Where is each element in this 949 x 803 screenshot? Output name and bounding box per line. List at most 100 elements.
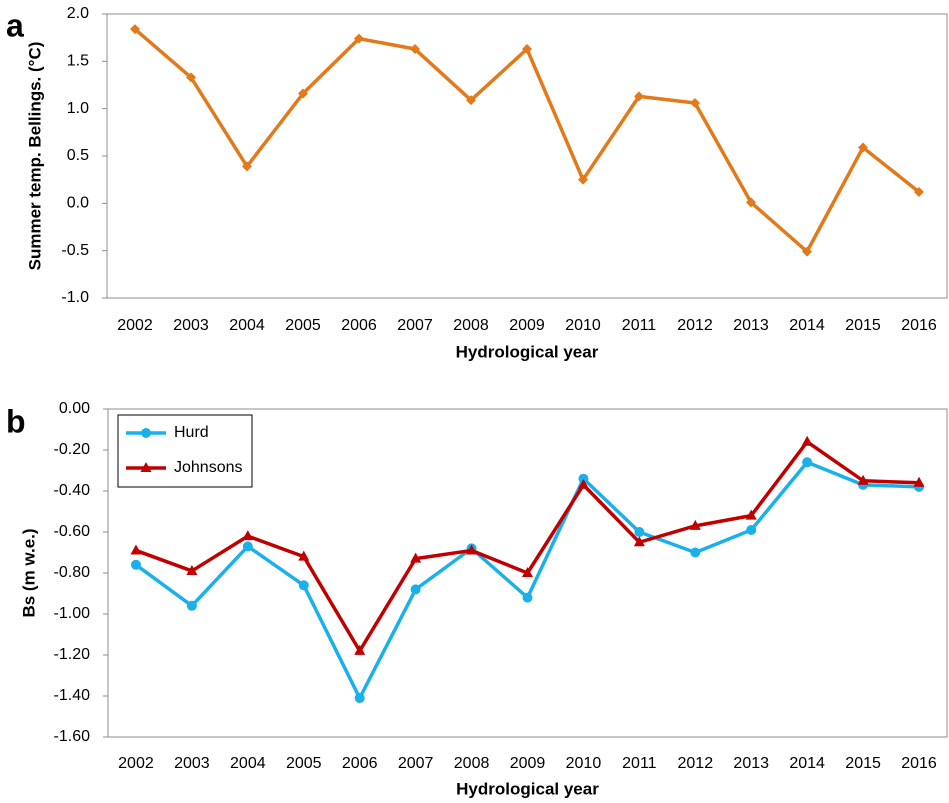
marker: [242, 530, 254, 541]
y-tick-label: 1.5: [67, 53, 89, 70]
x-tick-label: 2013: [733, 755, 769, 772]
y-tick-label: -0.20: [54, 441, 91, 458]
marker: [186, 600, 197, 611]
x-tick-label: 2013: [733, 317, 769, 334]
marker: [690, 97, 700, 108]
marker: [745, 509, 757, 520]
y-tick-label: -1.00: [54, 605, 91, 622]
marker: [354, 693, 365, 704]
x-tick-label: 2015: [845, 755, 881, 772]
marker: [522, 592, 533, 603]
marker: [634, 91, 644, 102]
y-tick-label: -0.80: [54, 564, 91, 581]
x-tick-label: 2009: [509, 317, 545, 334]
x-tick-label: 2003: [174, 755, 210, 772]
marker: [186, 564, 198, 575]
x-tick-label: 2004: [229, 317, 265, 334]
marker: [130, 24, 140, 35]
y-tick-label: 0.0: [67, 195, 89, 212]
marker: [410, 552, 422, 563]
x-tick-label: 2009: [510, 755, 546, 772]
x-tick-label: 2007: [397, 317, 433, 334]
x-tick-label: 2016: [901, 317, 937, 334]
marker: [186, 72, 196, 83]
marker: [466, 95, 476, 106]
y-axis-label: Bs (m w.e.): [19, 528, 38, 617]
marker: [354, 644, 366, 655]
x-tick-label: 2011: [622, 755, 657, 772]
x-tick-label: 2011: [622, 317, 657, 334]
marker: [410, 44, 420, 55]
x-tick-label: 2005: [285, 317, 321, 334]
marker: [577, 478, 589, 489]
x-tick-label: 2002: [118, 755, 154, 772]
marker: [633, 536, 645, 547]
x-tick-label: 2015: [845, 317, 881, 334]
marker: [141, 428, 151, 438]
marker: [857, 474, 869, 485]
marker: [690, 547, 701, 558]
marker: [466, 544, 478, 555]
y-tick-label: -0.5: [61, 242, 89, 259]
y-tick-label: -1.0: [61, 289, 89, 306]
plot-frame: [106, 13, 948, 299]
marker: [298, 580, 309, 591]
marker: [746, 524, 757, 535]
y-tick-label: -1.20: [54, 646, 91, 663]
marker: [578, 174, 588, 185]
marker: [858, 142, 868, 153]
x-axis-label: Hydrological year: [456, 779, 599, 798]
x-tick-label: 2007: [398, 755, 434, 772]
x-tick-label: 2004: [230, 755, 266, 772]
x-tick-label: 2008: [453, 317, 489, 334]
x-tick-label: 2010: [566, 755, 602, 772]
marker: [354, 33, 364, 44]
marker: [130, 559, 141, 570]
y-axis-label: Summer temp. Bellings. (°C): [25, 42, 44, 271]
y-tick-label: -1.60: [54, 728, 91, 745]
marker: [802, 457, 813, 468]
y-tick-label: -0.60: [54, 523, 91, 540]
x-tick-label: 2005: [286, 755, 322, 772]
x-axis-label: Hydrological year: [456, 342, 599, 361]
line: [133, 27, 921, 254]
marker: [522, 567, 533, 577]
y-tick-label: 2.0: [67, 5, 89, 22]
marker: [746, 197, 756, 208]
marker: [298, 550, 310, 561]
line: [134, 460, 920, 700]
y-tick-label: -0.40: [54, 482, 91, 499]
marker: [140, 462, 152, 472]
marker: [802, 246, 812, 257]
marker: [801, 435, 813, 446]
marker: [634, 527, 645, 537]
marker: [298, 88, 308, 99]
x-tick-label: 2012: [677, 317, 713, 334]
marker: [522, 44, 532, 55]
y-tick-label: 0.00: [59, 400, 90, 417]
marker: [914, 186, 924, 197]
marker: [913, 476, 925, 487]
x-tick-label: 2006: [342, 755, 378, 772]
marker: [689, 519, 701, 530]
x-tick-label: 2012: [678, 755, 714, 772]
panel-label: a: [6, 7, 24, 43]
y-tick-label: 1.0: [67, 100, 89, 117]
x-tick-label: 2014: [789, 317, 825, 334]
y-tick-label: 0.5: [67, 147, 89, 164]
x-tick-label: 2010: [565, 317, 601, 334]
x-tick-label: 2002: [117, 317, 153, 334]
line: [135, 440, 920, 653]
x-tick-label: 2006: [341, 317, 377, 334]
marker: [130, 544, 142, 555]
legend-label: Johnsons: [174, 459, 243, 476]
x-tick-label: 2014: [789, 755, 825, 772]
marker: [410, 584, 421, 595]
marker: [578, 473, 589, 484]
x-tick-label: 2008: [454, 755, 490, 772]
legend-box: [117, 414, 253, 488]
y-tick-label: -1.40: [54, 687, 91, 704]
legend-label: Hurd: [174, 424, 209, 441]
x-tick-label: 2016: [901, 755, 937, 772]
